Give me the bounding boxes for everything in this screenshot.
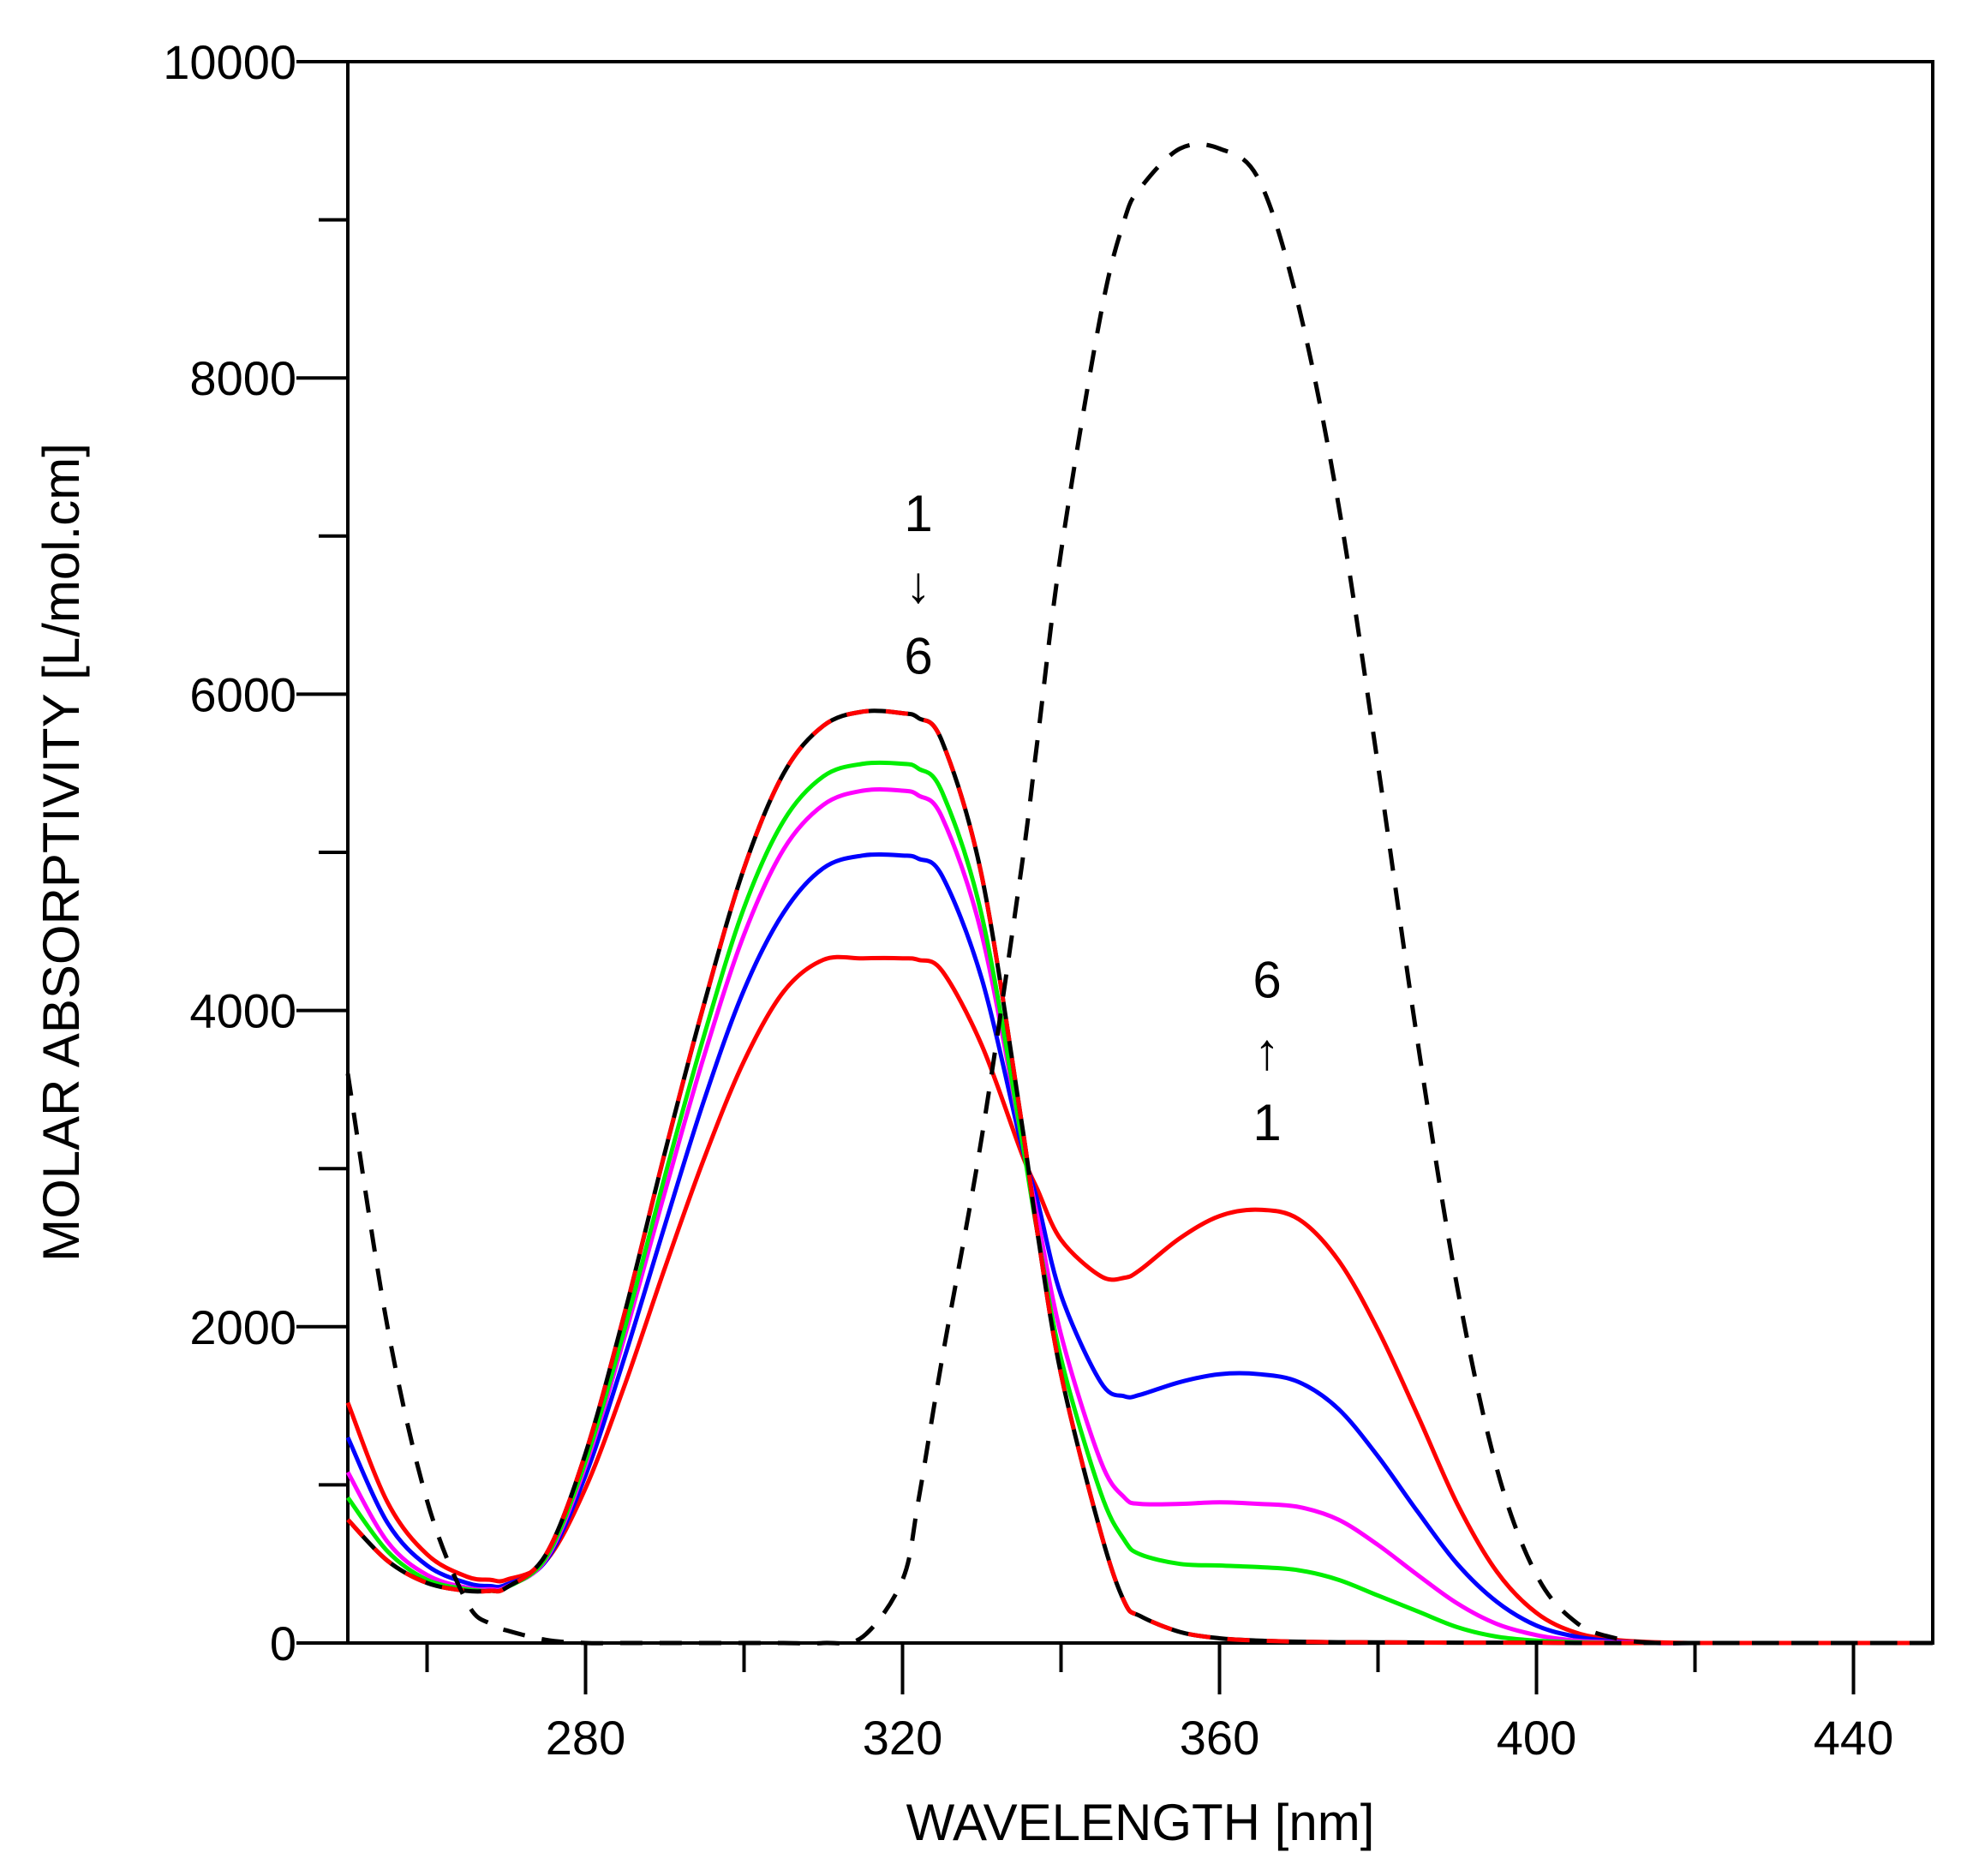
series-line-1 [346,708,1933,1646]
series-line-4 [345,787,1933,1646]
x-tick-label: 440 [1814,1711,1893,1765]
y-tick-label: 8000 [189,351,296,405]
x-tick-label: 400 [1497,1711,1576,1765]
tick-labels: 0 2000 4000 6000 8000 10000 280 320 360 400 440 [163,35,1893,1765]
y-tick-label: 0 [270,1616,296,1670]
x-tick-label: 280 [546,1711,625,1765]
annotations: 1 ↓ 6 6 ↑ 1 [904,485,1281,1151]
plot-frame [346,60,1934,1645]
annotation-1-arrow: ↓ [906,556,931,613]
y-tick-label: 2000 [189,1300,296,1354]
series-line-6 [345,954,1933,1646]
x-axis-title: WAVELENGTH [nm] [906,1794,1375,1851]
y-tick-label: 10000 [163,35,296,89]
annotation-2-bottom: 1 [1253,1094,1281,1151]
series-lines [345,141,1933,1646]
y-axis-title: MOLAR ABSORPTIVITY [L/mol.cm] [33,443,90,1262]
y-tick-label: 6000 [189,667,296,721]
series-line-reference [345,141,1933,1646]
axis-ticks [296,60,1856,1694]
series-line-5 [345,851,1933,1646]
annotation-2-arrow: ↑ [1254,1023,1280,1080]
annotation-1-top: 1 [904,485,932,542]
series-line-3 [345,760,1933,1646]
annotation-1-bottom: 6 [904,627,932,684]
x-tick-label: 320 [863,1711,942,1765]
x-tick-label: 360 [1180,1711,1259,1765]
y-tick-label: 4000 [189,984,296,1038]
annotation-2-top: 6 [1253,952,1281,1009]
